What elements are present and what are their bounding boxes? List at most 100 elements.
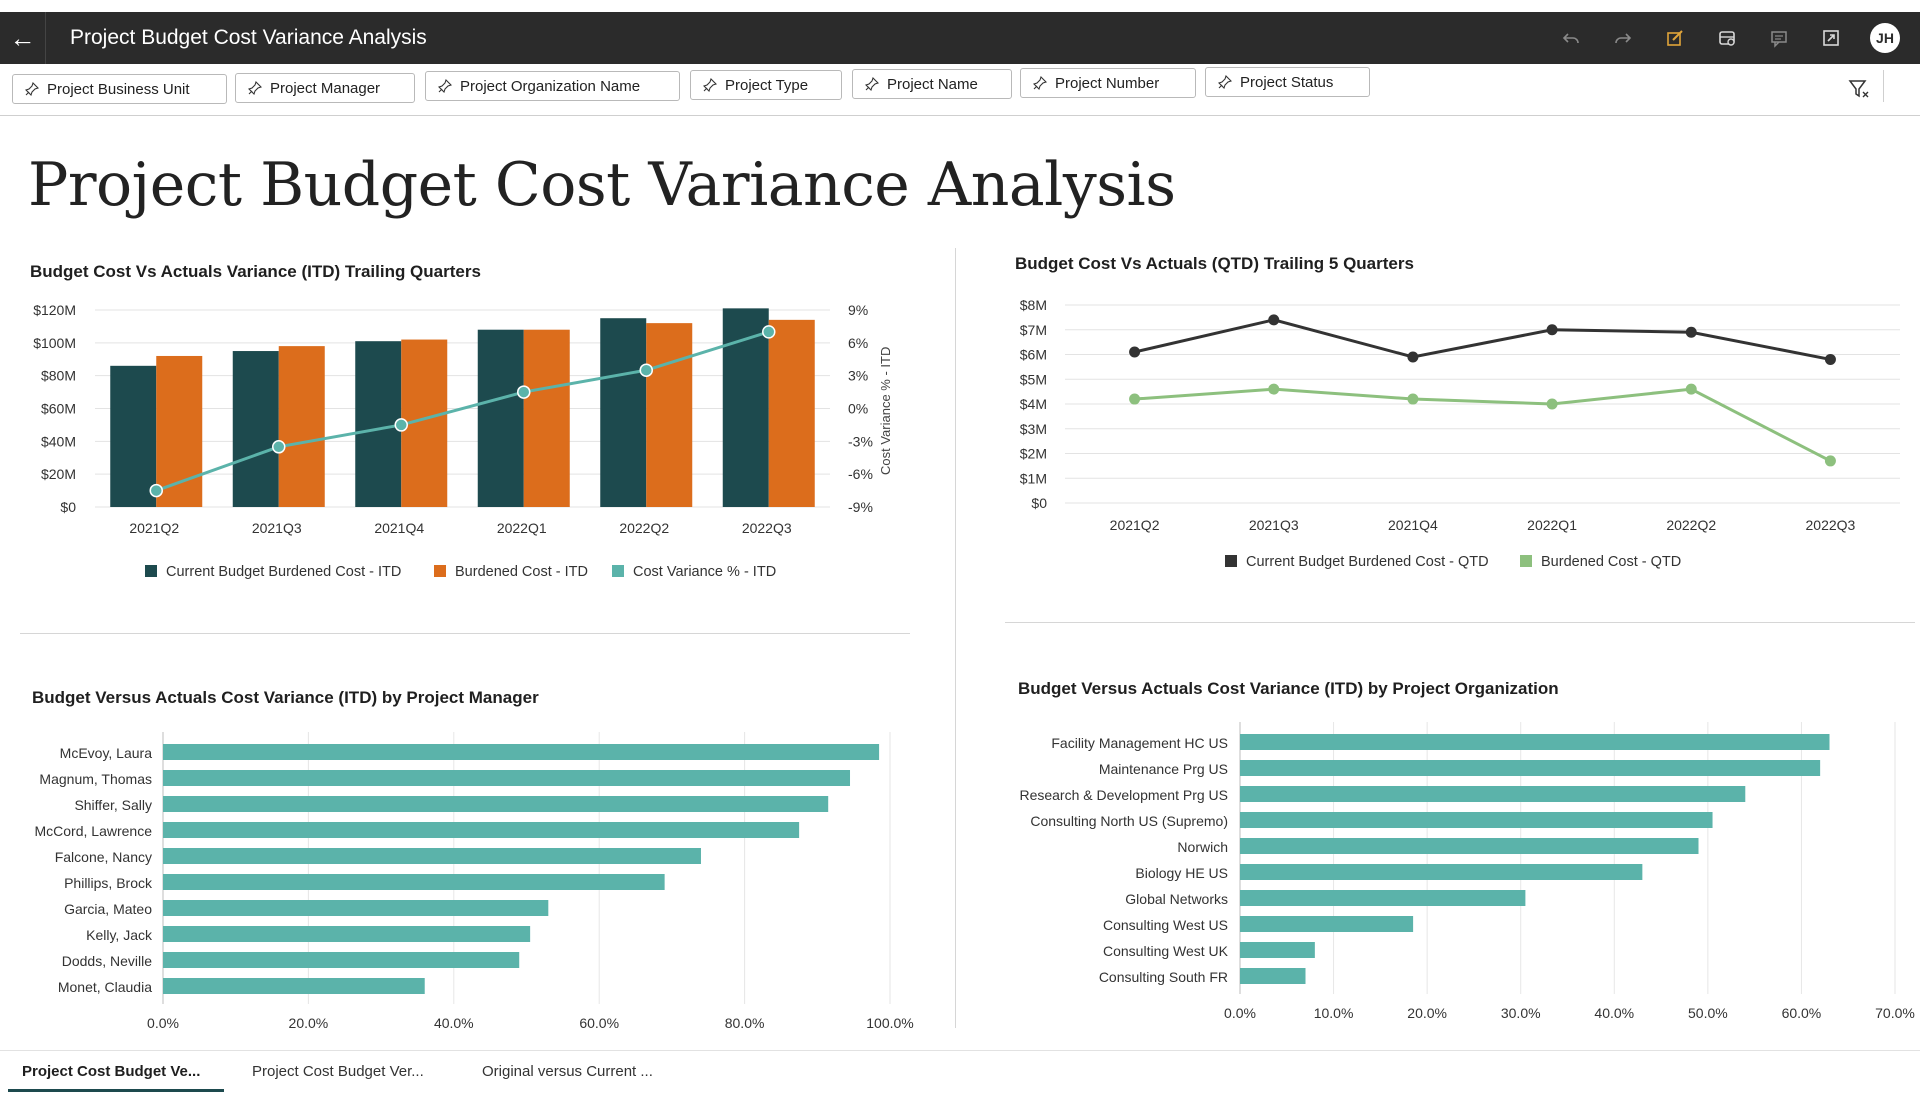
y-tick-label: $120M [33, 302, 76, 318]
variance-point [149, 483, 163, 498]
itd-trailing-quarters-chart: $120M $100M $80M $60M $40M $20M $0 9% 6% 3% 0% -3% -… [33, 302, 893, 580]
pin-icon [248, 81, 262, 95]
user-avatar[interactable]: JH [1870, 23, 1900, 53]
bar-burdened-cost [768, 319, 815, 507]
category-label: Consulting West US [1103, 917, 1228, 933]
category-label: Global Networks [1125, 891, 1228, 907]
bar-burdened-cost [646, 323, 693, 507]
x-tick-label: 2022Q3 [1806, 517, 1856, 533]
category-label: Dodds, Neville [62, 953, 152, 969]
x-tick-label: 10.0% [1314, 1005, 1354, 1021]
category-label: McCord, Lawrence [35, 823, 153, 839]
series-line [1134, 387, 1832, 463]
variance-point [762, 325, 776, 339]
filter-icon[interactable] [1848, 78, 1870, 100]
category-label: Monet, Claudia [58, 979, 152, 995]
legend-swatch [1520, 555, 1532, 567]
legend-label: Current Budget Burdened Cost - ITD [166, 564, 401, 580]
x-tick-label: 60.0% [1782, 1005, 1822, 1021]
filter-chip-manager[interactable]: Project Manager [235, 73, 415, 103]
variance-bar [1240, 760, 1821, 776]
filter-chip-organization[interactable]: Project Organization Name [425, 71, 680, 101]
category-label: Norwich [1177, 839, 1228, 855]
variance-bar [163, 822, 800, 838]
y2-tick-label: 9% [848, 302, 868, 318]
category-label: Magnum, Thomas [39, 771, 152, 787]
app-title: Project Budget Cost Variance Analysis [70, 26, 427, 49]
x-tick-label: 2021Q4 [1388, 517, 1438, 533]
category-label: Shiffer, Sally [74, 797, 152, 813]
tab-original-vs-current[interactable]: Original versus Current ... [482, 1063, 653, 1080]
edit-icon[interactable] [1662, 25, 1688, 51]
series-line [1134, 318, 1831, 361]
y-tick-label: $8M [1020, 297, 1047, 313]
redo-icon[interactable] [1610, 25, 1636, 51]
y-tick-label: $3M [1020, 421, 1047, 437]
y-tick-label: $4M [1020, 396, 1047, 412]
filter-divider [1883, 70, 1884, 102]
bar-current-budget [600, 318, 647, 507]
variance-point [272, 440, 286, 454]
tab-cost-budget-2[interactable]: Project Cost Budget Ver... [252, 1063, 424, 1080]
chart-title-by-manager: Budget Versus Actuals Cost Variance (ITD… [32, 688, 539, 707]
bar-current-budget [110, 365, 157, 507]
x-tick-label: 2022Q1 [497, 520, 547, 536]
y-tick-label: $6M [1020, 347, 1047, 363]
qtd-trailing-quarters-chart: $8M $7M $6M $5M $4M $3M $2M $1M $0 2021Q2 2021Q3 20… [1020, 297, 1900, 570]
tab-cost-budget-1[interactable]: Project Cost Budget Ve... [22, 1063, 201, 1080]
back-arrow-icon[interactable]: ← [0, 12, 46, 64]
series-point [1129, 346, 1141, 358]
x-tick-label: 20.0% [1407, 1005, 1447, 1021]
filter-chip-label: Project Name [887, 75, 978, 93]
x-tick-label: 70.0% [1875, 1005, 1915, 1021]
x-tick-label: 2022Q3 [742, 520, 792, 536]
chart-title-by-organization: Budget Versus Actuals Cost Variance (ITD… [1018, 679, 1559, 698]
pin-icon [865, 77, 879, 91]
x-tick-label: 2022Q2 [619, 520, 669, 536]
filter-chip-label: Project Organization Name [460, 77, 641, 95]
filter-bar: Project Business Unit Project Manager Pr… [0, 64, 1920, 116]
export-icon[interactable] [1818, 25, 1844, 51]
chart-title-itd-trailing: Budget Cost Vs Actuals Variance (ITD) Tr… [30, 262, 481, 281]
x-tick-label: 40.0% [1594, 1005, 1634, 1021]
pin-icon [438, 79, 452, 93]
y2-tick-label: -6% [848, 466, 873, 482]
category-label: Garcia, Mateo [64, 901, 152, 917]
filter-chip-number[interactable]: Project Number [1020, 68, 1196, 98]
x-tick-label: 2022Q2 [1666, 517, 1716, 533]
series-point [1546, 398, 1558, 410]
y-tick-label: $40M [41, 433, 76, 449]
series-point [1407, 393, 1419, 405]
x-tick-label: 2021Q2 [129, 520, 179, 536]
x-tick-label: 100.0% [866, 1015, 913, 1030]
x-tick-label: 0.0% [1224, 1005, 1256, 1021]
undo-icon[interactable] [1558, 25, 1584, 51]
legend-label: Burdened Cost - ITD [455, 564, 588, 580]
series-point [1824, 353, 1836, 365]
legend-label: Cost Variance % - ITD [633, 564, 776, 580]
x-tick-label: 80.0% [725, 1015, 765, 1030]
data-icon[interactable] [1714, 25, 1740, 51]
category-label: Phillips, Brock [64, 875, 153, 891]
pin-icon [1218, 75, 1232, 89]
variance-bar [163, 796, 829, 812]
filter-chip-name[interactable]: Project Name [852, 69, 1012, 99]
series-point [1685, 326, 1697, 338]
variance-point [639, 363, 653, 377]
filter-chip-type[interactable]: Project Type [690, 70, 842, 100]
y2-axis-label: Cost Variance % - ITD [878, 347, 893, 475]
category-label: Consulting South FR [1099, 969, 1228, 985]
filter-chip-status[interactable]: Project Status [1205, 67, 1370, 97]
x-tick-label: 2021Q4 [374, 520, 424, 536]
filter-chip-label: Project Number [1055, 74, 1160, 92]
bar-current-budget [232, 351, 279, 507]
filter-chip-business-unit[interactable]: Project Business Unit [12, 74, 227, 104]
x-tick-label: 2021Q2 [1110, 517, 1160, 533]
comment-icon[interactable] [1766, 25, 1792, 51]
y-tick-label: $5M [1020, 371, 1047, 387]
panel-divider [20, 633, 910, 634]
category-label: Facility Management HC US [1051, 735, 1228, 751]
y-tick-label: $2M [1020, 446, 1047, 462]
filter-chip-label: Project Business Unit [47, 80, 190, 98]
pin-icon [1033, 76, 1047, 90]
